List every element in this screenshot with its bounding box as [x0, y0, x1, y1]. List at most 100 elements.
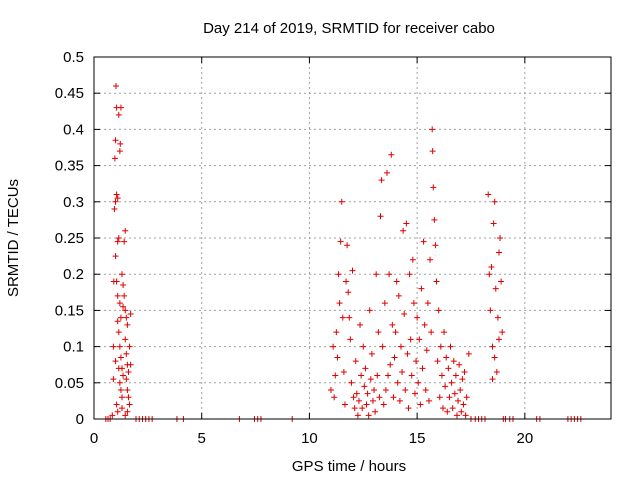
data-point: [499, 329, 506, 336]
data-point: [437, 343, 444, 350]
x-axis-label: GPS time / hours: [292, 458, 406, 475]
data-point: [122, 307, 129, 314]
data-point: [354, 412, 361, 419]
data-point: [351, 405, 358, 412]
data-point: [336, 300, 343, 307]
data-point: [413, 358, 420, 365]
data-point: [390, 394, 397, 401]
x-tick-label: 20: [516, 430, 533, 447]
data-point: [396, 397, 403, 404]
data-point: [453, 412, 460, 419]
data-point: [368, 350, 375, 357]
data-point: [450, 358, 457, 365]
data-point: [363, 401, 370, 408]
data-point: [125, 394, 132, 401]
data-point: [417, 401, 424, 408]
data-point: [495, 336, 502, 343]
data-point: [497, 235, 504, 241]
data-point: [119, 394, 126, 401]
data-point: [332, 372, 339, 379]
data-point: [382, 387, 389, 394]
data-point: [433, 278, 440, 285]
data-point: [123, 314, 130, 321]
data-point: [353, 390, 360, 397]
data-point: [485, 191, 492, 198]
data-point: [379, 343, 386, 350]
data-point: [124, 387, 131, 394]
data-point: [403, 220, 410, 227]
data-point: [385, 372, 392, 379]
data-point: [406, 271, 413, 278]
data-point: [404, 350, 411, 357]
data-point: [119, 405, 126, 412]
data-point: [491, 354, 498, 361]
data-point: [383, 169, 390, 176]
data-point: [488, 263, 495, 270]
data-point: [110, 376, 117, 383]
data-point: [327, 387, 334, 394]
data-point: [110, 343, 117, 350]
data-point: [494, 314, 501, 321]
data-point: [394, 379, 401, 386]
data-point: [462, 412, 469, 419]
data-point: [126, 343, 133, 350]
data-point: [439, 405, 446, 412]
x-tick-label: 10: [301, 430, 318, 447]
data-point: [416, 336, 423, 343]
data-point: [339, 314, 346, 321]
y-tick-label: 0.1: [63, 339, 84, 356]
data-point: [377, 213, 384, 220]
data-point: [424, 300, 431, 307]
data-point: [422, 387, 429, 394]
data-point: [121, 292, 128, 299]
data-point: [111, 206, 118, 213]
data-point: [428, 329, 435, 336]
y-tick-label: 0.15: [55, 302, 84, 319]
data-point: [123, 350, 130, 357]
data-point: [458, 408, 465, 415]
data-point: [338, 198, 345, 205]
data-point: [116, 343, 123, 350]
data-point: [461, 368, 468, 375]
data-point: [435, 307, 442, 314]
data-point: [380, 401, 387, 408]
data-point: [355, 397, 362, 404]
data-point: [402, 387, 409, 394]
data-point: [117, 314, 124, 321]
data-point: [122, 227, 129, 234]
data-point: [112, 137, 119, 144]
data-point: [120, 303, 127, 310]
data-point: [490, 220, 497, 227]
data-point: [115, 235, 122, 241]
y-tick-label: 0.4: [63, 121, 84, 138]
data-point: [116, 300, 123, 307]
chart-title: Day 214 of 2019, SRMTID for receiver cab…: [203, 20, 495, 37]
data-point: [489, 376, 496, 383]
data-point: [344, 242, 351, 249]
data-point: [120, 282, 127, 289]
data-point: [401, 311, 408, 318]
data-point: [126, 401, 133, 408]
data-point: [405, 405, 412, 412]
data-point: [418, 285, 425, 292]
data-point: [491, 198, 498, 205]
data-point: [446, 394, 453, 401]
data-point: [430, 184, 437, 191]
data-point: [429, 148, 436, 155]
data-point: [374, 372, 381, 379]
data-point: [463, 394, 470, 401]
data-point: [358, 372, 365, 379]
data-point: [495, 249, 502, 256]
data-point: [124, 321, 131, 328]
data-point: [124, 408, 131, 415]
data-point: [348, 379, 355, 386]
data-point: [444, 408, 451, 415]
data-point: [364, 390, 371, 397]
data-point: [360, 343, 367, 350]
data-point: [395, 292, 402, 299]
data-point: [362, 365, 369, 372]
data-point: [438, 372, 445, 379]
data-point: [109, 412, 116, 419]
data-point: [408, 372, 415, 379]
